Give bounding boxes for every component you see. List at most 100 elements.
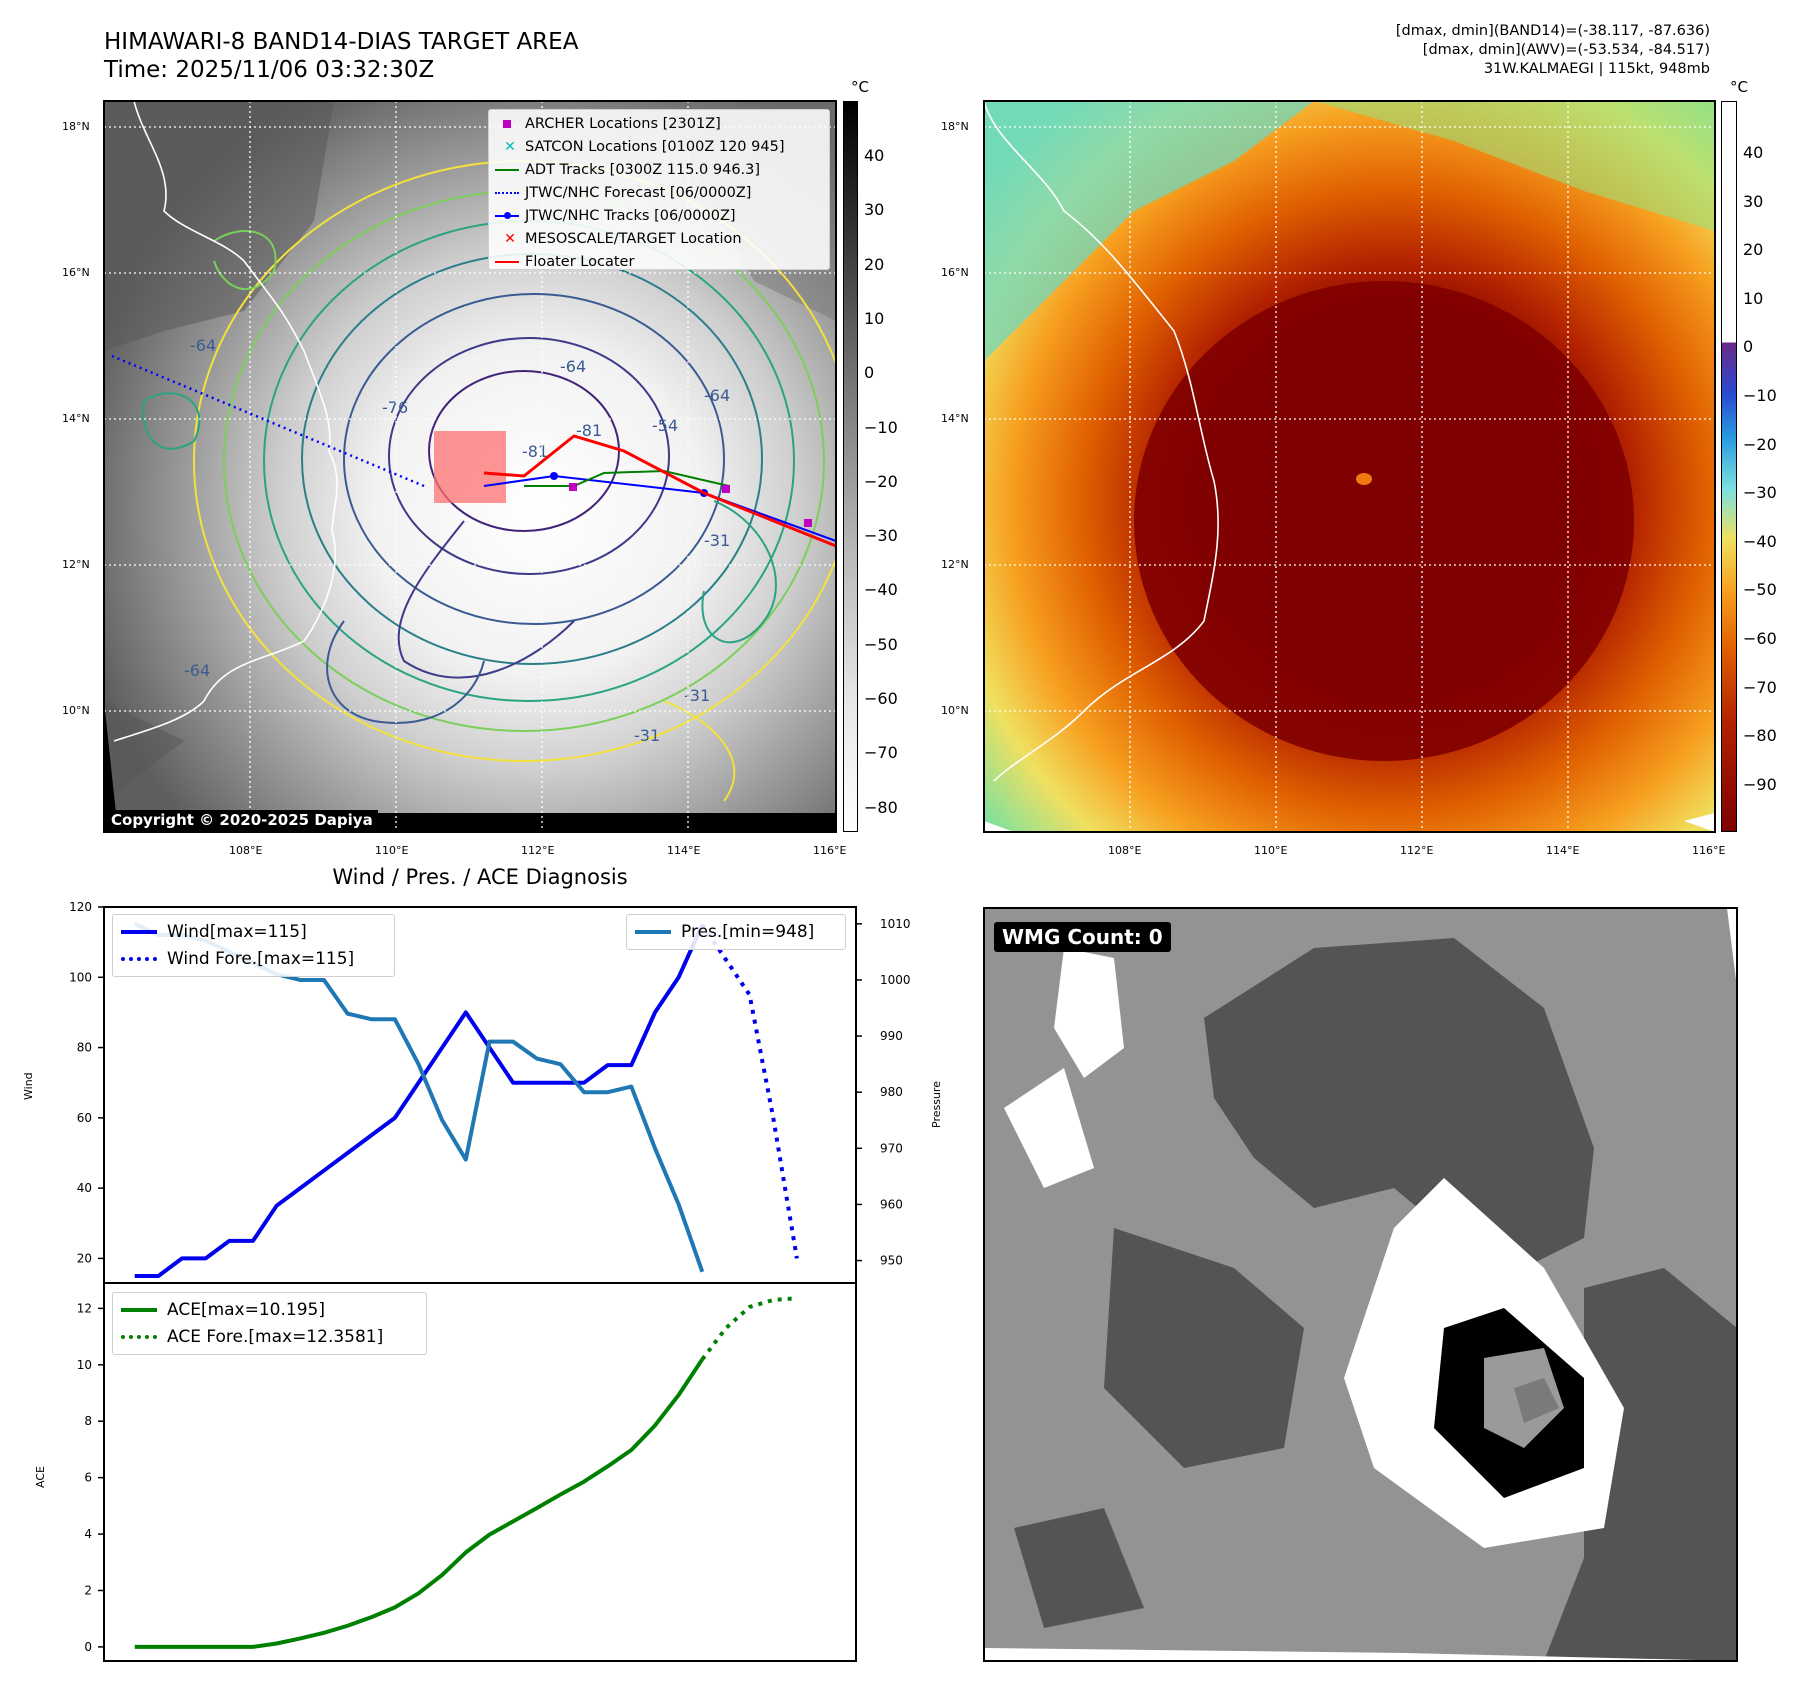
colorbar-tick-label: 40 [1743, 143, 1764, 162]
line-icon [495, 168, 519, 171]
legend-label: MESOSCALE/TARGET Location [525, 230, 742, 247]
contour-label: -31 [684, 686, 710, 705]
lat-label: 18°N [941, 120, 969, 133]
contour-label: -31 [704, 531, 730, 550]
colorbar-tick-label: 40 [864, 146, 885, 165]
wind-line [134, 923, 705, 1278]
colorbar-tick-label: −80 [1743, 726, 1777, 746]
colorbar-tick-label: −60 [864, 689, 898, 708]
contour-label: -64 [184, 661, 210, 680]
x-marker-icon: ✕ [504, 138, 516, 155]
lat-label: 10°N [62, 704, 90, 717]
figure-title: HIMAWARI-8 BAND14-DIAS TARGET AREA [104, 29, 579, 55]
legend-item: Floater Locater [495, 250, 823, 273]
legend-label: ACE Fore.[max=12.3581] [167, 1326, 384, 1347]
lon-label: 110°E [375, 844, 409, 857]
wind-axis-label: Wind [22, 1072, 35, 1100]
dotted-line-icon [121, 1334, 157, 1339]
legend-item: Wind Fore.[max=115] [121, 945, 386, 972]
legend-label: ACE[max=10.195] [167, 1299, 325, 1320]
legend-item: ARCHER Locations [2301Z] [495, 112, 823, 135]
ace-forecast-line [700, 1296, 798, 1361]
legend-label: Wind Fore.[max=115] [167, 948, 355, 969]
ir-map[interactable]: -64 -76 -81 -64 -31 -64 -31 -31 -64 -81 … [104, 101, 836, 832]
line-icon [495, 260, 519, 263]
colorbar-tick-label: 10 [864, 308, 885, 328]
contour-label: -31 [634, 726, 660, 745]
awv-colorbar-unit: °C [1730, 78, 1748, 96]
colorbar-tick-label: −50 [864, 634, 898, 654]
legend-item: ✕ SATCON Locations [0100Z 120 945] [495, 135, 823, 158]
wind-tick-label: 60 [77, 1111, 92, 1125]
pressure-axis-label: Pressure [930, 1081, 943, 1128]
line-icon [121, 929, 157, 934]
colorbar-tick-label: −40 [1743, 531, 1777, 551]
ir-legend: ARCHER Locations [2301Z] ✕ SATCON Locatio… [488, 109, 830, 270]
colorbar-tick-label: −30 [864, 526, 898, 546]
lon-label: 108°E [1108, 844, 1142, 857]
ace-axis-label: ACE [34, 1466, 47, 1488]
wmg-map-svg [984, 908, 1737, 1661]
awv-colorbar [1721, 101, 1737, 832]
colorbar-tick-label: 30 [1743, 191, 1764, 211]
contour-label: -64 [560, 357, 586, 376]
legend-item: ADT Tracks [0300Z 115.0 946.3] [495, 158, 823, 181]
ace-line [134, 1358, 704, 1649]
pressure-tick-label: 950 [880, 1254, 903, 1268]
lat-label: 16°N [941, 266, 969, 279]
contour-label: -64 [190, 336, 216, 355]
awv-map[interactable] [984, 101, 1715, 832]
wind-legend: Wind[max=115] Wind Fore.[max=115] [112, 914, 395, 977]
ace-tick-label: 4 [84, 1527, 92, 1541]
colorbar-tick-label: −80 [864, 797, 898, 817]
lon-label: 114°E [667, 844, 701, 857]
lon-label: 116°E [813, 844, 847, 857]
wmg-map[interactable]: WMG Count: 0 [984, 908, 1737, 1661]
lat-label: 12°N [62, 558, 90, 571]
ace-tick-label: 12 [77, 1301, 92, 1315]
stats-block: [dmax, dmin](BAND14)=(-38.117, -87.636) … [1396, 22, 1710, 79]
square-marker-icon [503, 119, 511, 128]
colorbar-tick-label: 0 [864, 363, 875, 383]
contour-label: -64 [704, 386, 730, 405]
legend-label: Pres.[min=948] [681, 921, 815, 942]
ir-colorbar-unit: °C [851, 78, 869, 96]
line-dot-icon [495, 211, 519, 219]
colorbar-tick-label: 0 [1743, 337, 1754, 357]
pressure-legend: Pres.[min=948] [626, 914, 846, 950]
dotted-line-icon [121, 956, 157, 961]
ace-tick-label: 8 [84, 1414, 92, 1428]
wind-tick-label: 100 [69, 970, 92, 984]
wind-tick-label: 20 [77, 1251, 92, 1265]
pressure-tick-label: 1000 [880, 973, 911, 987]
copyright-badge: Copyright © 2020-2025 Dapiya [106, 810, 378, 830]
lat-label: 14°N [941, 412, 969, 425]
line-icon [121, 1307, 157, 1312]
stats-band14: [dmax, dmin](BAND14)=(-38.117, -87.636) [1395, 23, 1710, 39]
wind-tick-label: 120 [69, 900, 92, 914]
pressure-tick-label: 1010 [880, 917, 911, 931]
lon-label: 108°E [229, 844, 263, 857]
legend-label: ADT Tracks [0300Z 115.0 946.3] [525, 161, 761, 178]
lat-label: 10°N [941, 704, 969, 717]
legend-label: JTWC/NHC Forecast [06/0000Z] [525, 184, 752, 201]
stats-awv: [dmax, dmin](AWV)=(-53.534, -84.517) [1422, 42, 1710, 58]
colorbar-tick-label: 20 [1743, 240, 1764, 260]
lat-label: 12°N [941, 558, 969, 571]
pressure-tick-label: 970 [880, 1141, 903, 1155]
colorbar-tick-label: −70 [1743, 677, 1777, 697]
lat-label: 16°N [62, 266, 90, 279]
wind-tick-label: 40 [77, 1181, 92, 1195]
lon-label: 114°E [1546, 844, 1580, 857]
contour-label: -76 [382, 398, 408, 417]
awv-map-svg [984, 101, 1715, 832]
colorbar-tick-label: −50 [1743, 580, 1777, 600]
wind-forecast-line [700, 923, 799, 1259]
colorbar-tick-label: −70 [864, 743, 898, 763]
dotted-line-icon [495, 191, 519, 194]
line-icon [635, 929, 671, 934]
colorbar-tick-label: −10 [864, 417, 898, 437]
legend-item: Wind[max=115] [121, 918, 386, 945]
legend-label: Floater Locater [525, 253, 635, 270]
wmg-count-badge: WMG Count: 0 [994, 922, 1171, 952]
